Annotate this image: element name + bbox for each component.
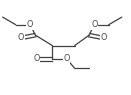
Text: O: O — [91, 20, 97, 29]
Text: O: O — [18, 34, 24, 42]
Text: O: O — [34, 54, 40, 63]
Text: O: O — [64, 54, 70, 63]
Text: O: O — [27, 20, 33, 29]
Text: O: O — [100, 34, 107, 42]
